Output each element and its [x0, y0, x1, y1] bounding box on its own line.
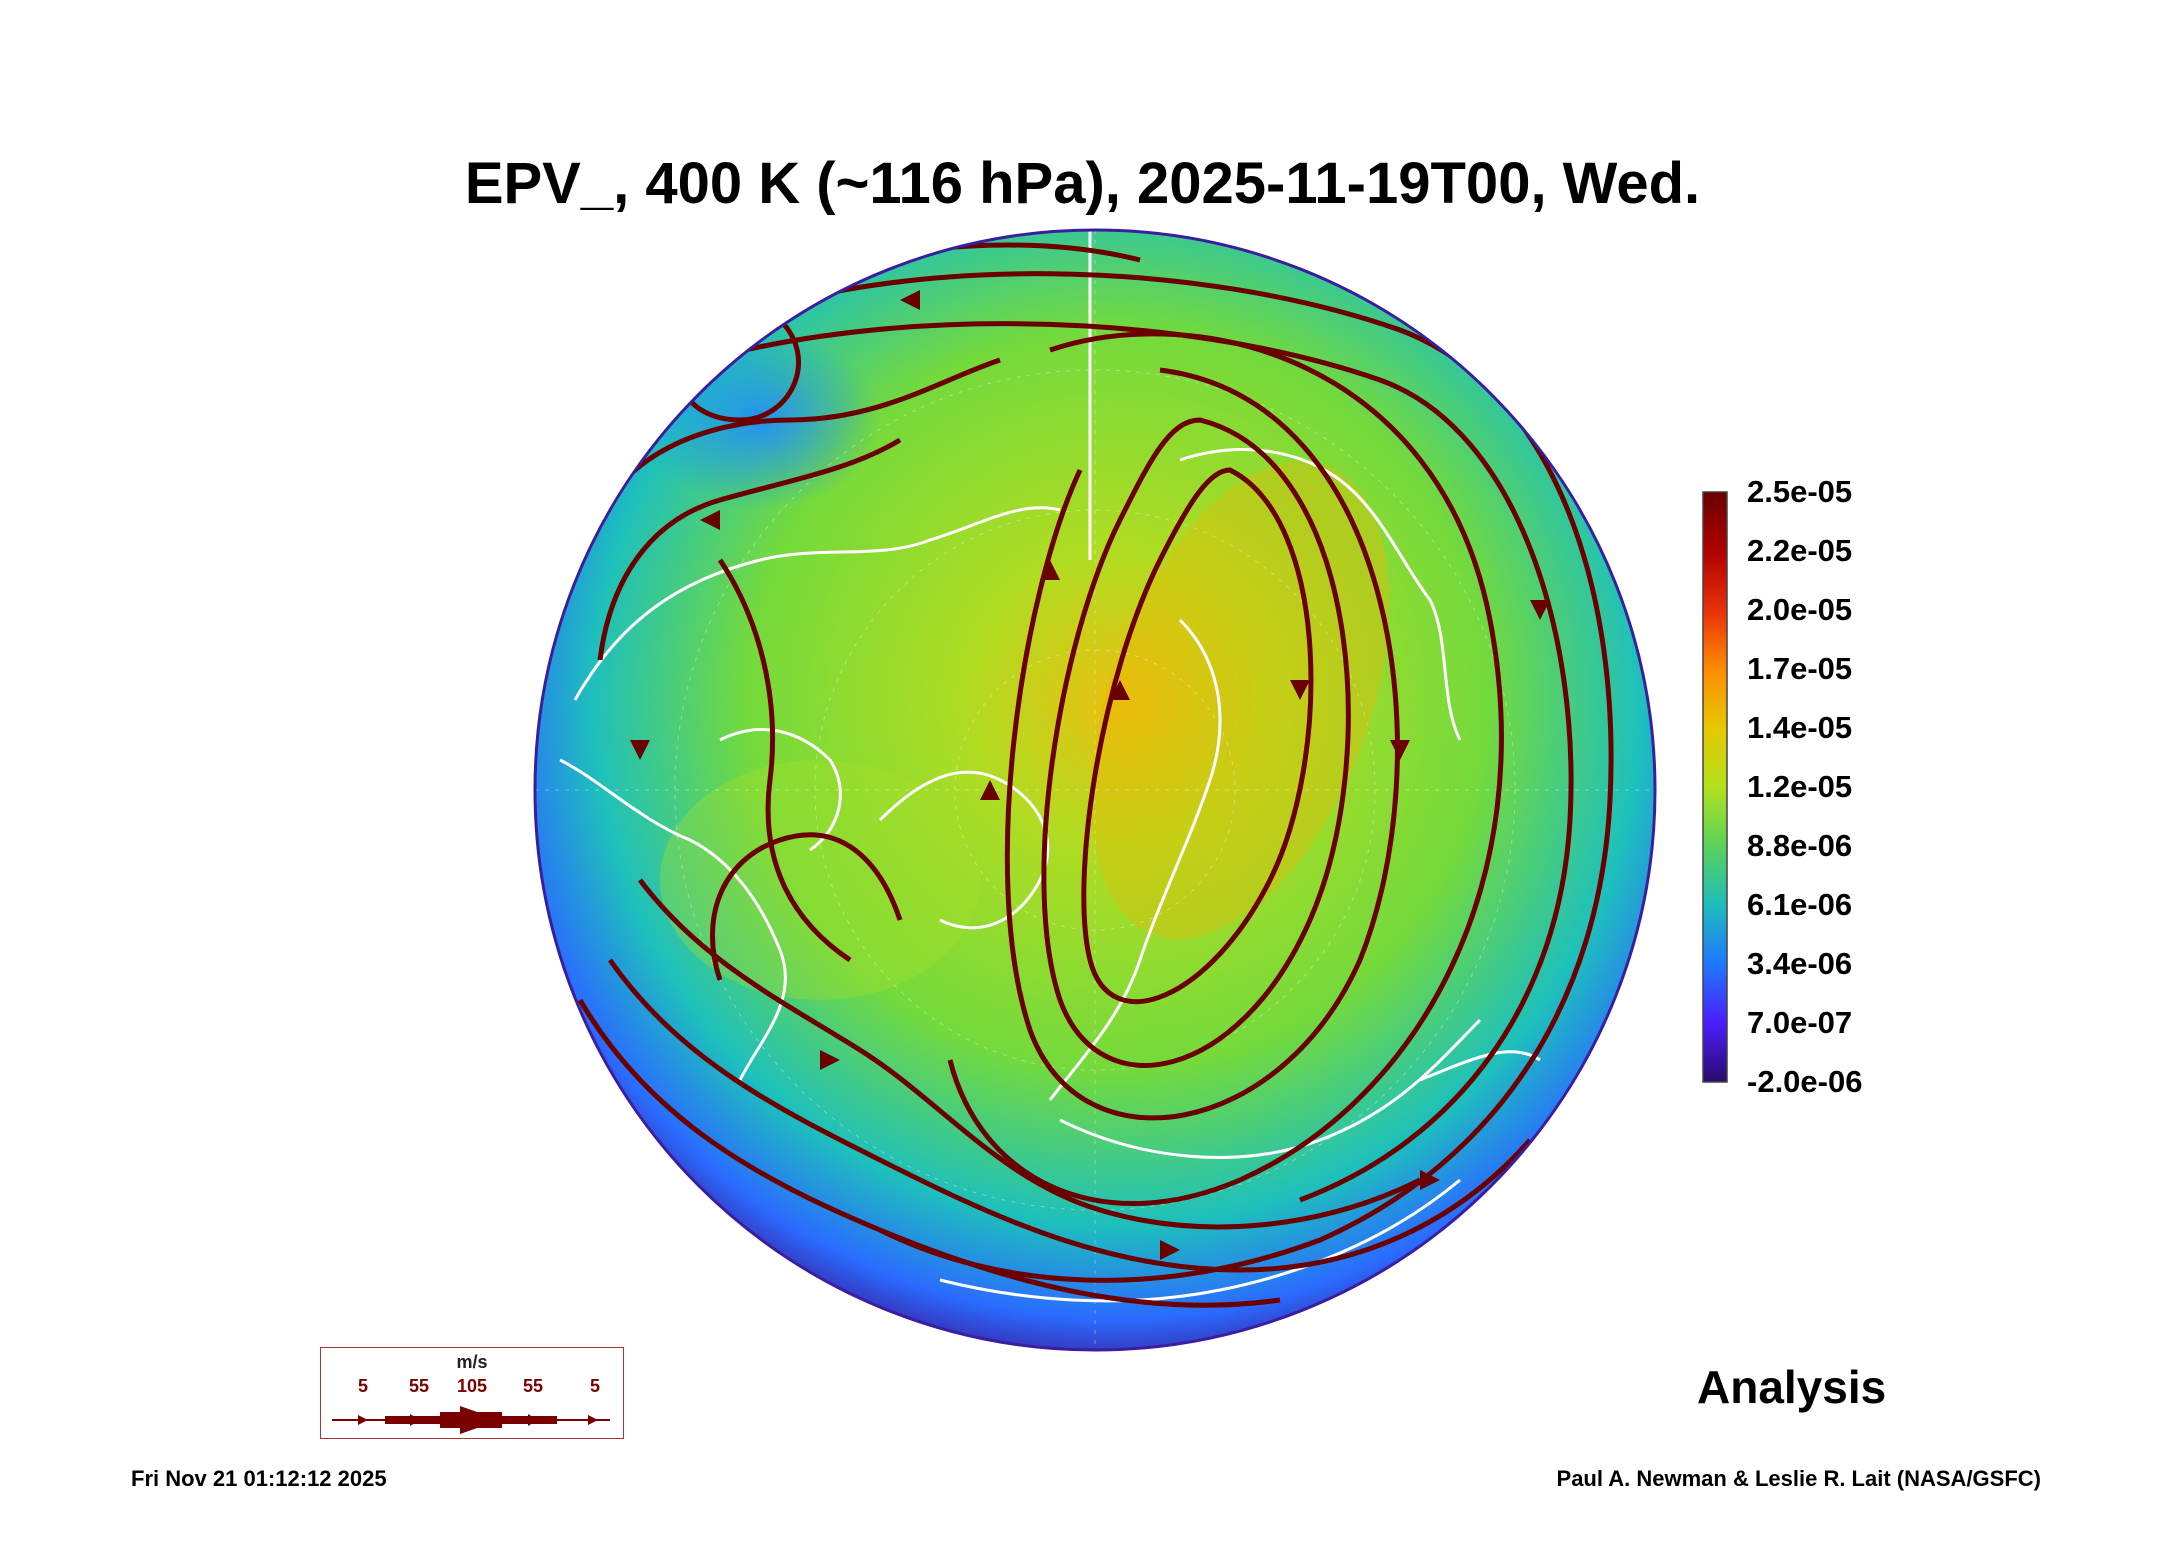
timestamp: Fri Nov 21 01:12:12 2025	[131, 1466, 387, 1491]
colorbar-tick-label: 7.0e-07	[1747, 1005, 1853, 1040]
colorbar-tick-label: 2.0e-05	[1747, 592, 1853, 627]
wind-legend-speed: 55	[522, 1376, 544, 1396]
wind-legend-speed: 5	[589, 1376, 601, 1396]
colorbar-tick-label: 1.7e-05	[1747, 651, 1853, 686]
colorbar-tick-label: 2.5e-05	[1747, 474, 1853, 509]
wind-legend-speed: 105	[456, 1376, 488, 1396]
colorbar-tick-label: 2.2e-05	[1747, 533, 1853, 568]
analysis-label: Analysis	[1697, 1361, 1887, 1413]
colorbar	[1702, 491, 1728, 1083]
colorbar-tick-label: 1.2e-05	[1747, 769, 1853, 804]
wind-legend-arrow	[332, 1406, 610, 1434]
map-title: EPV_, 400 K (~116 hPa), 2025-11-19T00, W…	[464, 151, 1701, 216]
colorbar-tick-label: 6.1e-06	[1747, 887, 1853, 922]
wind-legend-unit: m/s	[456, 1352, 488, 1372]
streamlines	[577, 242, 1614, 1308]
colorbar-tick-label: 8.8e-06	[1747, 828, 1853, 863]
streamline-arrows	[630, 290, 1550, 1260]
wind-legend-speed: 55	[408, 1376, 430, 1396]
colorbar-tick-label: 1.4e-05	[1747, 710, 1853, 745]
colorbar-tick-label: -2.0e-06	[1747, 1064, 1863, 1099]
credit-line: Paul A. Newman & Leslie R. Lait (NASA/GS…	[1556, 1466, 2041, 1491]
coastlines	[559, 448, 1541, 1303]
globe-edge	[533, 228, 1657, 1352]
wind-legend-speed: 5	[357, 1376, 369, 1396]
colorbar-tick-label: 3.4e-06	[1747, 946, 1853, 981]
wind-speed-legend: m/s 5 55 105 55 5	[320, 1347, 624, 1439]
